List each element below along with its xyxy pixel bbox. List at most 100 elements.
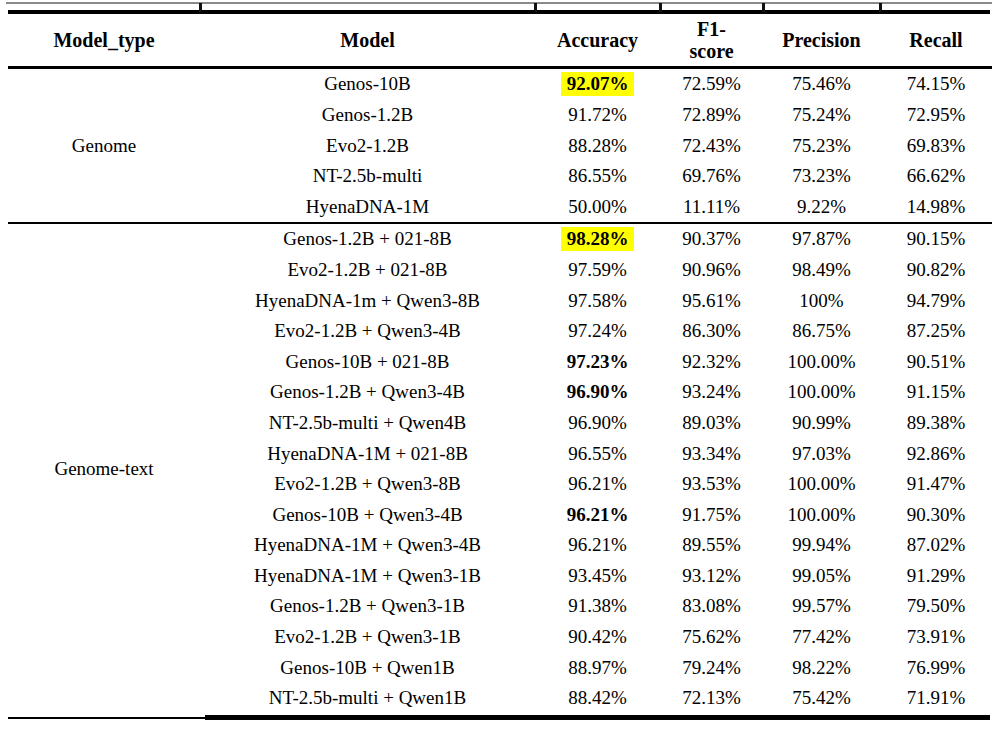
accuracy-cell: 97.23% bbox=[535, 346, 660, 377]
recall-cell: 14.98% bbox=[880, 191, 992, 223]
accuracy-cell: 96.21% bbox=[535, 469, 660, 500]
accuracy-cell: 90.42% bbox=[535, 622, 660, 653]
recall-cell: 90.30% bbox=[880, 499, 992, 530]
precision-cell: 99.05% bbox=[763, 561, 880, 592]
f1-score-cell: 83.08% bbox=[660, 591, 763, 622]
model-cell: Genos-1.2B bbox=[200, 100, 535, 131]
scan-artifact-line bbox=[6, 2, 992, 4]
precision-cell: 100% bbox=[763, 285, 880, 316]
f1-score-cell: 93.34% bbox=[660, 438, 763, 469]
precision-cell: 97.03% bbox=[763, 438, 880, 469]
precision-cell: 100.00% bbox=[763, 377, 880, 408]
f1-score-cell: 72.43% bbox=[660, 130, 763, 161]
accuracy-cell: 91.72% bbox=[535, 100, 660, 131]
model-cell: Genos-1.2B + Qwen3-1B bbox=[200, 591, 535, 622]
precision-cell: 99.57% bbox=[763, 591, 880, 622]
column-boundary-tick bbox=[534, 3, 537, 12]
model-cell: NT-2.5b-multi bbox=[200, 161, 535, 192]
model-cell: Evo2-1.2B + Qwen3-1B bbox=[200, 622, 535, 653]
bottom-rule-left bbox=[8, 717, 205, 719]
column-header-precision: Precision bbox=[763, 14, 880, 68]
column-header-model-type: Model_type bbox=[8, 14, 200, 68]
f1-score-cell: 90.37% bbox=[660, 223, 763, 255]
recall-cell: 90.51% bbox=[880, 346, 992, 377]
f1-score-cell: 72.13% bbox=[660, 683, 763, 714]
precision-cell: 75.24% bbox=[763, 100, 880, 131]
f1-score-cell: 69.76% bbox=[660, 161, 763, 192]
header-row: Model_type Model Accuracy F1- score Prec… bbox=[8, 14, 992, 68]
table-header: Model_type Model Accuracy F1- score Prec… bbox=[8, 14, 992, 68]
precision-cell: 86.75% bbox=[763, 316, 880, 347]
precision-cell: 98.22% bbox=[763, 652, 880, 683]
model-cell: HyenaDNA-1M bbox=[200, 191, 535, 223]
precision-cell: 100.00% bbox=[763, 469, 880, 500]
accuracy-cell: 97.58% bbox=[535, 285, 660, 316]
recall-cell: 66.62% bbox=[880, 161, 992, 192]
model-cell: Genos-10B + 021-8B bbox=[200, 346, 535, 377]
precision-cell: 100.00% bbox=[763, 346, 880, 377]
f1-score-cell: 72.89% bbox=[660, 100, 763, 131]
accuracy-cell: 88.97% bbox=[535, 652, 660, 683]
model-type-cell: Genome bbox=[8, 68, 200, 223]
precision-cell: 99.94% bbox=[763, 530, 880, 561]
recall-cell: 90.15% bbox=[880, 223, 992, 255]
accuracy-cell: 91.38% bbox=[535, 591, 660, 622]
precision-cell: 90.99% bbox=[763, 408, 880, 439]
accuracy-cell: 88.42% bbox=[535, 683, 660, 714]
recall-cell: 79.50% bbox=[880, 591, 992, 622]
accuracy-cell: 50.00% bbox=[535, 191, 660, 223]
recall-cell: 76.99% bbox=[880, 652, 992, 683]
recall-cell: 87.25% bbox=[880, 316, 992, 347]
accuracy-cell: 96.21% bbox=[535, 530, 660, 561]
model-cell: Evo2-1.2B + Qwen3-8B bbox=[200, 469, 535, 500]
model-cell: Genos-1.2B + 021-8B bbox=[200, 223, 535, 255]
model-cell: HyenaDNA-1m + Qwen3-8B bbox=[200, 285, 535, 316]
column-header-f1-score: F1- score bbox=[660, 14, 763, 68]
recall-cell: 92.86% bbox=[880, 438, 992, 469]
recall-cell: 91.47% bbox=[880, 469, 992, 500]
accuracy-cell: 96.90% bbox=[535, 408, 660, 439]
column-header-accuracy: Accuracy bbox=[535, 14, 660, 68]
precision-cell: 77.42% bbox=[763, 622, 880, 653]
column-boundary-tick bbox=[659, 3, 662, 12]
model-cell: Genos-10B + Qwen1B bbox=[200, 652, 535, 683]
bottom-rule-right bbox=[205, 715, 990, 720]
recall-cell: 91.29% bbox=[880, 561, 992, 592]
model-cell: HyenaDNA-1M + 021-8B bbox=[200, 438, 535, 469]
model-cell: Evo2-1.2B + 021-8B bbox=[200, 255, 535, 286]
f1-score-cell: 93.53% bbox=[660, 469, 763, 500]
accuracy-cell: 97.24% bbox=[535, 316, 660, 347]
accuracy-cell: 86.55% bbox=[535, 161, 660, 192]
accuracy-cell: 92.07% bbox=[535, 68, 660, 100]
precision-cell: 73.23% bbox=[763, 161, 880, 192]
f1-score-cell: 89.03% bbox=[660, 408, 763, 439]
model-type-cell: Genome-text bbox=[8, 223, 200, 714]
model-cell: Evo2-1.2B bbox=[200, 130, 535, 161]
model-cell: Genos-10B bbox=[200, 68, 535, 100]
f1-score-cell: 89.55% bbox=[660, 530, 763, 561]
recall-cell: 91.15% bbox=[880, 377, 992, 408]
recall-cell: 90.82% bbox=[880, 255, 992, 286]
model-cell: NT-2.5b-multi + Qwen4B bbox=[200, 408, 535, 439]
accuracy-cell: 93.45% bbox=[535, 561, 660, 592]
model-cell: HyenaDNA-1M + Qwen3-4B bbox=[200, 530, 535, 561]
highlighted-accuracy-value: 92.07% bbox=[561, 72, 635, 96]
accuracy-cell: 97.59% bbox=[535, 255, 660, 286]
model-cell: HyenaDNA-1M + Qwen3-1B bbox=[200, 561, 535, 592]
column-boundary-tick bbox=[199, 3, 202, 12]
results-table-page: Model_type Model Accuracy F1- score Prec… bbox=[0, 0, 1000, 733]
precision-cell: 75.42% bbox=[763, 683, 880, 714]
accuracy-cell: 98.28% bbox=[535, 223, 660, 255]
accuracy-cell: 88.28% bbox=[535, 130, 660, 161]
f1-score-cell: 11.11% bbox=[660, 191, 763, 223]
recall-cell: 69.83% bbox=[880, 130, 992, 161]
highlighted-accuracy-value: 98.28% bbox=[561, 227, 635, 251]
f1-score-cell: 92.32% bbox=[660, 346, 763, 377]
accuracy-cell: 96.90% bbox=[535, 377, 660, 408]
column-header-model: Model bbox=[200, 14, 535, 68]
table-row: GenomeGenos-10B92.07%72.59%75.46%74.15% bbox=[8, 68, 992, 100]
column-boundary-tick bbox=[762, 3, 765, 12]
precision-cell: 75.46% bbox=[763, 68, 880, 100]
model-cell: Genos-10B + Qwen3-4B bbox=[200, 499, 535, 530]
f1-score-cell: 86.30% bbox=[660, 316, 763, 347]
